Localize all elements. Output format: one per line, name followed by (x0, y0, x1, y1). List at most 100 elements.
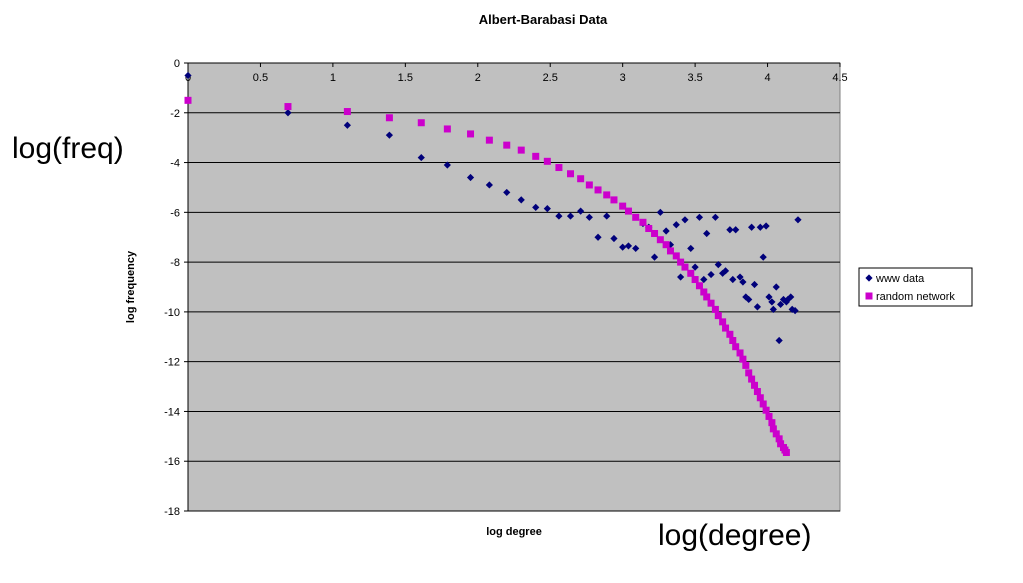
point-www-data-36 (707, 270, 715, 279)
y-tick-label-6: -12 (164, 357, 180, 369)
point-www-data-33 (695, 213, 704, 221)
point-random-network-29 (677, 258, 685, 266)
point-www-data-9 (517, 196, 525, 204)
y-tick-label-3: -6 (170, 207, 180, 219)
point-www-data-15 (585, 213, 593, 221)
point-random-network-19 (619, 202, 627, 210)
point-random-network-16 (594, 186, 602, 194)
point-www-data-43 (732, 226, 740, 234)
point-random-network-21 (632, 213, 640, 221)
point-www-data-8 (503, 188, 511, 197)
point-random-network-32 (691, 276, 699, 284)
y-tick-label-4: -8 (170, 257, 180, 269)
point-random-network-5 (443, 125, 451, 133)
x-tick-label-1: 0.5 (253, 72, 268, 84)
point-random-network-0 (184, 96, 192, 104)
point-www-data-19 (619, 243, 627, 251)
point-www-data-65 (791, 307, 799, 315)
point-random-network-54 (765, 412, 773, 420)
point-random-network-31 (687, 269, 695, 277)
point-www-data-7 (485, 181, 493, 189)
y-tick-label-5: -10 (164, 307, 180, 319)
legend-swatch-www-data (865, 274, 873, 282)
point-www-data-48 (748, 223, 756, 231)
plot-area (187, 62, 841, 512)
point-www-data-32 (691, 263, 699, 271)
y-tick-label-1: -2 (170, 108, 180, 120)
point-random-network-35 (703, 293, 711, 301)
point-www-data-54 (765, 293, 773, 301)
point-www-data-62 (784, 295, 792, 304)
point-www-data-2 (343, 121, 351, 129)
y-tick-labels: 0 -2 -4 -6 -8 -10 -12 -14 -16 -18 (164, 58, 180, 518)
point-www-data-52 (759, 253, 767, 261)
point-www-data-46 (742, 293, 750, 301)
axes (184, 62, 841, 512)
point-random-network-4 (417, 119, 425, 127)
point-random-network-7 (485, 136, 493, 144)
point-random-network-33 (695, 282, 703, 290)
point-random-network-13 (567, 170, 575, 178)
point-random-network-6 (467, 130, 475, 138)
point-random-network-41 (726, 330, 734, 338)
point-www-data-59 (776, 300, 785, 309)
point-random-network-48 (748, 375, 756, 383)
x-tick-label-8: 4 (764, 72, 770, 84)
point-www-data-13 (566, 212, 575, 220)
point-www-data-31 (687, 244, 695, 253)
point-random-network-56 (769, 425, 777, 433)
point-random-network-55 (768, 419, 776, 427)
point-random-network-38 (714, 312, 722, 320)
point-random-network-47 (745, 369, 753, 377)
point-www-data-10 (532, 203, 540, 211)
point-random-network-44 (736, 349, 744, 357)
point-www-data-38 (714, 261, 722, 269)
point-www-data-28 (672, 221, 680, 229)
y-annotation: log(freq) (12, 132, 124, 165)
chart-title: Albert-Barabasi Data (479, 12, 608, 27)
point-www-data-51 (756, 223, 764, 231)
x-annotation: log(degree) (658, 519, 812, 552)
y-tick-label-0: 0 (174, 58, 180, 70)
point-random-network-45 (739, 355, 747, 363)
point-random-network-49 (751, 381, 759, 389)
point-www-data-56 (769, 305, 777, 313)
point-www-data-21 (632, 244, 640, 253)
legend-label-www-data: www data (875, 273, 925, 285)
gridlines (188, 62, 840, 512)
point-random-network-40 (722, 324, 730, 332)
point-www-data-55 (768, 298, 776, 306)
point-random-network-14 (577, 175, 585, 183)
point-random-network-43 (732, 343, 740, 351)
point-random-network-15 (585, 181, 593, 189)
point-www-data-35 (703, 229, 711, 238)
y-tick-label-7: -14 (164, 406, 180, 418)
point-www-data-25 (656, 208, 664, 216)
point-random-network-8 (503, 141, 511, 149)
point-random-network-50 (753, 388, 761, 396)
point-www-data-16 (594, 233, 602, 241)
x-axis-title: log degree (486, 526, 542, 538)
y-tick-label-8: -16 (164, 456, 180, 468)
data-points (184, 71, 802, 457)
point-random-network-1 (284, 103, 292, 111)
x-tick-label-5: 2.5 (543, 72, 558, 84)
point-www-data-41 (726, 226, 734, 234)
point-www-data-37 (711, 213, 719, 221)
point-random-network-17 (603, 191, 611, 199)
point-www-data-57 (772, 283, 780, 291)
point-www-data-3 (385, 131, 393, 139)
point-random-network-2 (343, 108, 351, 116)
point-www-data-45 (739, 278, 747, 286)
point-www-data-0 (184, 71, 192, 80)
point-www-data-5 (443, 161, 451, 169)
point-random-network-22 (639, 218, 647, 226)
point-www-data-29 (677, 273, 685, 281)
point-www-data-58 (775, 336, 783, 345)
legend-label-random-network: random network (876, 291, 955, 303)
legend: www data random network (858, 267, 973, 307)
point-www-data-11 (543, 205, 551, 213)
x-tick-label-7: 3.5 (687, 72, 702, 84)
point-www-data-40 (721, 267, 730, 275)
